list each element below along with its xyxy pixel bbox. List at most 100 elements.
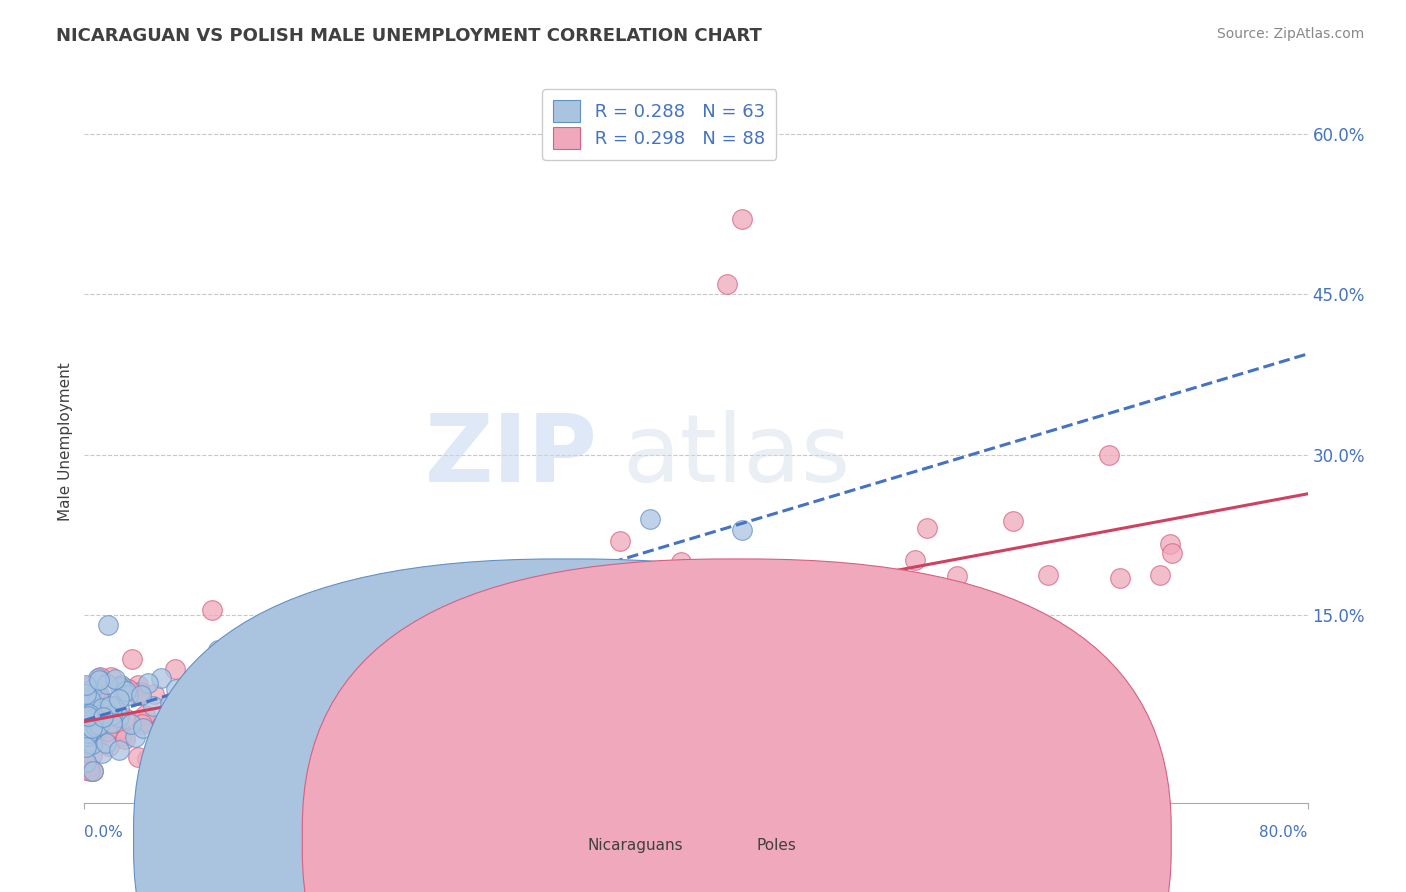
Point [207, 744, 229, 758]
Point [101, 698, 124, 713]
Point [1160, 546, 1182, 560]
Point [186, 675, 208, 690]
Point [187, 719, 209, 733]
Point [502, 643, 524, 657]
Point [894, 627, 917, 641]
Point [101, 708, 124, 723]
Point [904, 553, 927, 567]
Point [127, 749, 149, 764]
Point [76, 729, 98, 743]
Point [79, 764, 101, 778]
Point [195, 763, 218, 777]
Point [111, 681, 134, 695]
Point [82, 764, 104, 778]
Point [211, 703, 233, 717]
Text: atlas: atlas [623, 410, 851, 502]
Point [142, 698, 165, 713]
Point [669, 555, 692, 569]
Point [188, 702, 211, 716]
Point [87, 718, 110, 732]
Point [165, 662, 187, 676]
Point [89, 717, 111, 731]
Point [82, 723, 104, 738]
Point [1098, 448, 1121, 462]
Point [87, 722, 110, 736]
Text: 0.0%: 0.0% [84, 825, 124, 840]
Point [86, 671, 108, 685]
Point [856, 579, 879, 593]
Point [76, 702, 98, 716]
Text: Source: ZipAtlas.com: Source: ZipAtlas.com [1216, 27, 1364, 41]
Point [180, 692, 202, 706]
Point [77, 725, 100, 739]
Point [75, 687, 97, 701]
Point [117, 688, 139, 702]
Point [150, 719, 173, 733]
Point [207, 643, 229, 657]
Point [150, 671, 173, 685]
Point [134, 707, 156, 722]
Point [201, 603, 224, 617]
Point [80, 715, 103, 730]
Point [127, 689, 149, 703]
Point [104, 672, 127, 686]
Point [100, 698, 122, 713]
Point [314, 700, 336, 714]
Point [1159, 537, 1181, 551]
Point [170, 689, 193, 703]
Point [87, 716, 110, 731]
Point [108, 680, 131, 694]
Point [124, 685, 146, 699]
Point [716, 277, 738, 291]
Point [100, 670, 122, 684]
Point [731, 212, 754, 227]
Point [97, 618, 120, 632]
Point [638, 512, 661, 526]
Point [910, 579, 932, 593]
Point [82, 723, 104, 738]
Point [221, 668, 243, 682]
Point [170, 730, 193, 744]
Point [87, 720, 110, 734]
Point [96, 677, 118, 691]
Point [945, 568, 967, 582]
Point [91, 746, 114, 760]
Point [90, 703, 112, 717]
Point [236, 747, 259, 762]
Point [110, 678, 132, 692]
Point [915, 521, 938, 535]
Point [136, 675, 159, 690]
Point [96, 724, 118, 739]
Point [117, 682, 139, 697]
Point [91, 710, 114, 724]
Point [97, 739, 120, 754]
Point [323, 650, 346, 665]
Point [82, 747, 104, 762]
Point [394, 643, 416, 657]
Point [159, 696, 181, 710]
Point [394, 615, 416, 630]
Point [132, 722, 155, 736]
Point [128, 684, 150, 698]
Point [165, 681, 187, 696]
Point [609, 533, 631, 548]
Point [84, 721, 107, 735]
Point [460, 687, 482, 701]
Point [101, 716, 124, 731]
Point [731, 523, 754, 537]
Point [1002, 514, 1025, 528]
Point [108, 710, 131, 724]
Point [1149, 568, 1171, 582]
Point [75, 756, 97, 770]
Point [75, 678, 97, 692]
Point [127, 678, 149, 692]
Point [83, 684, 105, 698]
Point [75, 763, 97, 777]
Point [111, 729, 134, 743]
Point [564, 675, 586, 690]
Point [89, 670, 111, 684]
Text: Nicaraguans: Nicaraguans [588, 838, 683, 853]
Text: Poles: Poles [756, 838, 796, 853]
Point [107, 742, 129, 756]
Point [76, 681, 98, 695]
